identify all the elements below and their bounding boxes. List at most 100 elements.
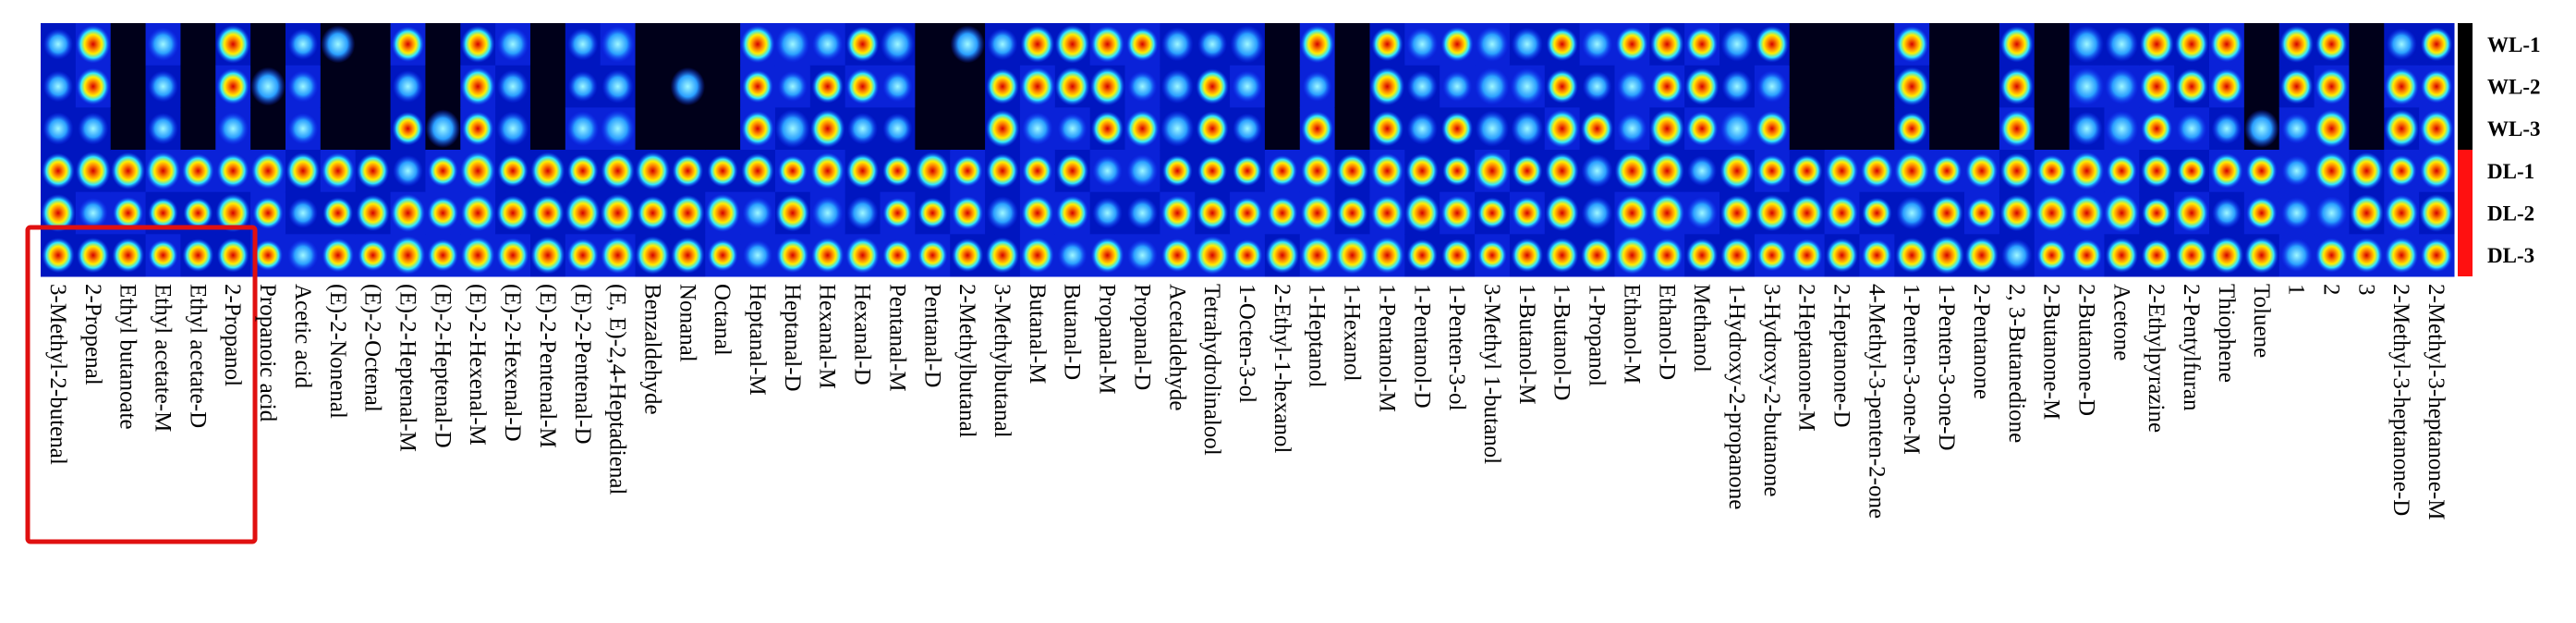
column-label: (E)-2-Heptenal-M (395, 284, 419, 452)
cell-blob (1895, 26, 1929, 63)
cell-blob (2140, 67, 2174, 105)
cell-blob (1057, 113, 1088, 144)
cell (180, 65, 216, 108)
cell-blob (1581, 238, 1614, 274)
cell-blob (148, 197, 178, 229)
cell-blob (777, 155, 808, 187)
column-label: Hexanal-M (815, 284, 840, 389)
cell-blob (1686, 196, 1718, 230)
column-label: 2, 3-Butanedione (2004, 284, 2029, 443)
cell (1264, 107, 1301, 151)
cell-blob (1090, 25, 1124, 63)
cell-blob (987, 28, 1018, 61)
column-label: Propanal-M (1095, 284, 1120, 394)
cell-blob (322, 238, 355, 273)
cell-blob (1929, 236, 1965, 275)
cell-blob (2419, 193, 2454, 233)
column-label: 2 (2319, 284, 2344, 296)
cell-blob (496, 111, 529, 146)
cell-blob (1545, 194, 1579, 232)
cell-blob (741, 153, 774, 189)
cell (110, 107, 147, 151)
cell-blob (2106, 154, 2137, 188)
column-label: 1-Penten-3-one-D (1934, 284, 1959, 451)
cell-blob (393, 154, 423, 188)
cell-blob (740, 25, 775, 64)
cell (1824, 107, 1860, 151)
cell (529, 107, 566, 151)
cell-blob (1476, 197, 1508, 229)
cell-blob (217, 112, 249, 145)
column-label: Butanal-D (1060, 284, 1085, 380)
cell-blob (1369, 67, 1405, 106)
cell-blob (1791, 154, 1823, 188)
cell-blob (1406, 238, 1438, 272)
cell-blob (182, 238, 214, 273)
cell-blob (1896, 112, 1928, 146)
cell-blob (1614, 152, 1650, 190)
cell (915, 23, 951, 67)
cell (1264, 23, 1301, 67)
cell-blob (1511, 238, 1544, 273)
cell-blob (2349, 152, 2384, 190)
cell-blob (530, 152, 565, 190)
group-bar (2458, 23, 2473, 150)
cell (355, 65, 392, 108)
cell-blob (1510, 67, 1545, 105)
cell-blob (496, 238, 529, 274)
cell-blob (531, 195, 565, 231)
cell-blob (148, 70, 178, 103)
column-label: 1-Penten-3-ol (1444, 284, 1469, 411)
cell-blob (1127, 70, 1158, 103)
cell-blob (1475, 151, 1510, 190)
cell-blob (1370, 153, 1404, 189)
cell-blob (2139, 25, 2174, 64)
cell-blob (286, 152, 321, 189)
cell-blob (2175, 238, 2208, 273)
cell-blob (1825, 153, 1859, 189)
cell-blob (460, 194, 495, 232)
cell-blob (460, 151, 496, 190)
cell-blob (2281, 113, 2312, 144)
cell-blob (1685, 111, 1719, 146)
cell-blob (1756, 110, 1789, 147)
cell-blob (1300, 237, 1335, 275)
cell-blob (2142, 197, 2172, 229)
cell-blob (390, 236, 426, 275)
cell (2243, 65, 2280, 108)
cell-blob (43, 112, 74, 145)
cell-blob (565, 193, 601, 233)
cell-blob (2070, 194, 2104, 232)
cell (635, 23, 671, 67)
column-label: Heptanal-D (780, 284, 805, 392)
cell-blob (812, 28, 844, 61)
cell-blob (1615, 27, 1648, 62)
cell-blob (1161, 154, 1193, 187)
cell-blob (287, 28, 319, 60)
cell-blob (1056, 153, 1089, 189)
cell-blob (1370, 237, 1404, 275)
cell-blob (2281, 155, 2312, 187)
column-label: Ethyl butanoate (115, 284, 140, 430)
cell-blob (1091, 111, 1124, 146)
cell-blob (2315, 238, 2348, 273)
cell-blob (461, 111, 494, 146)
column-label: Acetone (2108, 284, 2133, 360)
column-label: 2-Pentanone (1969, 284, 1994, 399)
cell-blob (1999, 194, 2035, 232)
cell-blob (986, 237, 1019, 274)
cell-blob (950, 25, 985, 64)
cell-blob (1022, 154, 1053, 188)
cell-blob (427, 196, 459, 230)
cell-blob (321, 25, 356, 64)
cell-blob (427, 238, 458, 272)
cell-blob (2069, 152, 2105, 190)
cell-blob (1301, 111, 1334, 147)
cell-blob (1089, 67, 1125, 106)
group-bar (2458, 150, 2473, 276)
column-label: 1-Butanol-D (1549, 284, 1574, 400)
cell-blob (1441, 238, 1473, 272)
cell-blob (672, 153, 704, 188)
cell-blob (671, 237, 705, 274)
cell-blob (2104, 193, 2140, 233)
